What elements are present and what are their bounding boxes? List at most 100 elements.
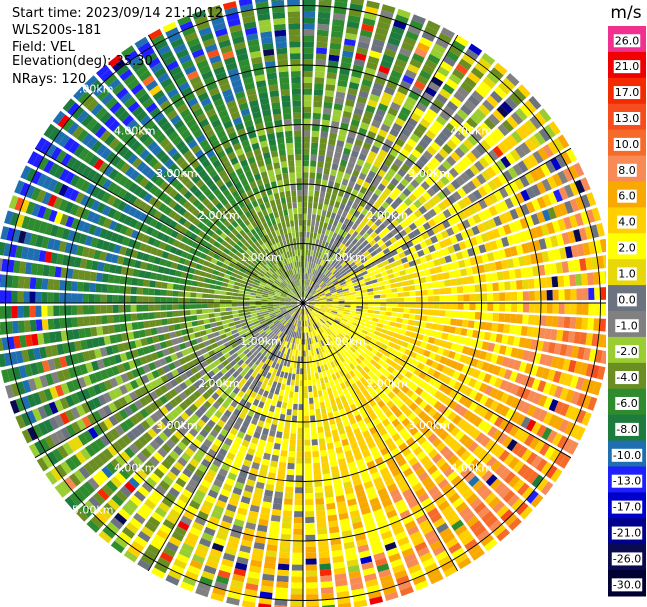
gate-cell bbox=[308, 303, 315, 305]
gate-cell bbox=[307, 368, 311, 375]
gate-cell bbox=[578, 227, 588, 241]
gate-cell bbox=[345, 186, 353, 194]
gate-cell bbox=[514, 145, 526, 159]
gate-cell bbox=[429, 330, 437, 337]
gate-cell bbox=[397, 292, 404, 297]
gate-cell bbox=[386, 298, 393, 303]
gate-cell bbox=[337, 602, 352, 607]
gate-cell bbox=[586, 380, 597, 394]
gate-cell bbox=[414, 243, 422, 251]
gate-cell bbox=[330, 36, 343, 44]
gate-cell bbox=[457, 557, 472, 570]
gate-cell bbox=[305, 511, 315, 518]
gate-cell bbox=[143, 279, 150, 287]
gate-cell bbox=[342, 367, 349, 375]
gate-cell bbox=[340, 269, 346, 275]
gate-cell bbox=[327, 342, 333, 350]
gate-cell bbox=[509, 195, 520, 207]
gate-cell bbox=[319, 563, 331, 571]
gate-cell bbox=[309, 280, 313, 287]
gate-cell bbox=[375, 154, 385, 163]
gate-cell bbox=[438, 404, 448, 414]
gate-cell bbox=[538, 108, 552, 123]
gate-cell bbox=[328, 326, 334, 333]
gate-cell bbox=[483, 263, 491, 273]
gate-cell bbox=[424, 329, 431, 336]
gate-cell bbox=[366, 0, 380, 10]
gate-cell bbox=[317, 289, 323, 294]
gate-cell bbox=[348, 81, 360, 90]
gate-cell bbox=[506, 439, 518, 452]
gate-cell bbox=[308, 391, 313, 398]
gate-cell bbox=[345, 26, 359, 35]
gate-cell bbox=[396, 282, 403, 288]
gate-cell bbox=[381, 4, 396, 14]
gate-cell bbox=[311, 311, 316, 317]
gate-cell bbox=[500, 392, 510, 404]
gate-cell bbox=[428, 352, 437, 360]
gate-cell bbox=[484, 242, 493, 252]
gate-cell bbox=[320, 353, 325, 360]
gate-cell bbox=[456, 319, 463, 327]
gate-cell bbox=[557, 134, 570, 149]
gate-cell bbox=[467, 134, 479, 146]
gate-cell bbox=[245, 522, 256, 530]
gate-cell bbox=[539, 442, 551, 456]
gate-cell bbox=[550, 468, 563, 483]
gate-cell bbox=[402, 488, 414, 499]
gate-cell bbox=[367, 440, 376, 450]
gate-cell bbox=[299, 374, 303, 381]
gate-cell bbox=[337, 403, 344, 411]
gate-cell bbox=[556, 357, 565, 370]
gate-cell bbox=[303, 314, 305, 321]
gate-cell bbox=[269, 405, 276, 413]
gate-cell bbox=[433, 242, 442, 251]
gate-cell bbox=[392, 332, 400, 339]
gate-cell bbox=[226, 314, 234, 320]
gate-cell bbox=[460, 104, 473, 116]
gate-cell bbox=[332, 555, 344, 564]
gate-cell bbox=[318, 438, 326, 445]
gate-cell bbox=[520, 374, 530, 386]
gate-cell bbox=[396, 317, 403, 323]
gate-cell bbox=[570, 407, 581, 422]
gate-cell bbox=[344, 298, 351, 301]
gate-cell bbox=[473, 321, 481, 330]
gate-cell bbox=[306, 267, 309, 274]
gate-cell bbox=[395, 138, 405, 148]
gate-cell bbox=[352, 367, 360, 375]
gate-cell bbox=[252, 493, 263, 501]
gate-cell bbox=[372, 286, 380, 292]
gate-cell bbox=[354, 330, 362, 336]
gate-cell bbox=[363, 250, 370, 257]
gate-cell bbox=[332, 219, 339, 227]
gate-cell bbox=[287, 457, 295, 464]
gate-cell bbox=[337, 334, 343, 341]
gate-cell bbox=[315, 59, 326, 67]
gate-cell bbox=[503, 324, 511, 334]
gate-cell bbox=[429, 540, 443, 551]
gate-cell bbox=[483, 195, 493, 207]
gate-cell bbox=[517, 482, 530, 496]
gate-cell bbox=[478, 382, 488, 393]
gate-cell bbox=[312, 361, 317, 368]
gate-cell bbox=[456, 286, 464, 294]
gate-cell bbox=[267, 303, 274, 305]
gate-cell bbox=[386, 268, 394, 275]
gate-cell bbox=[313, 202, 318, 209]
gate-cell bbox=[307, 338, 310, 345]
gate-cell bbox=[413, 128, 424, 139]
gate-cell bbox=[287, 403, 293, 410]
gate-cell bbox=[384, 284, 391, 290]
gate-cell bbox=[383, 350, 391, 358]
gate-cell bbox=[340, 122, 349, 131]
gate-cell bbox=[325, 292, 332, 296]
gate-cell bbox=[451, 310, 458, 318]
gate-cell bbox=[551, 316, 559, 328]
gate-cell bbox=[330, 126, 339, 134]
gate-cell bbox=[243, 294, 250, 298]
gate-cell bbox=[525, 419, 537, 432]
gate-cell bbox=[353, 210, 361, 218]
gate-cell bbox=[377, 319, 385, 324]
gate-cell bbox=[318, 280, 324, 286]
